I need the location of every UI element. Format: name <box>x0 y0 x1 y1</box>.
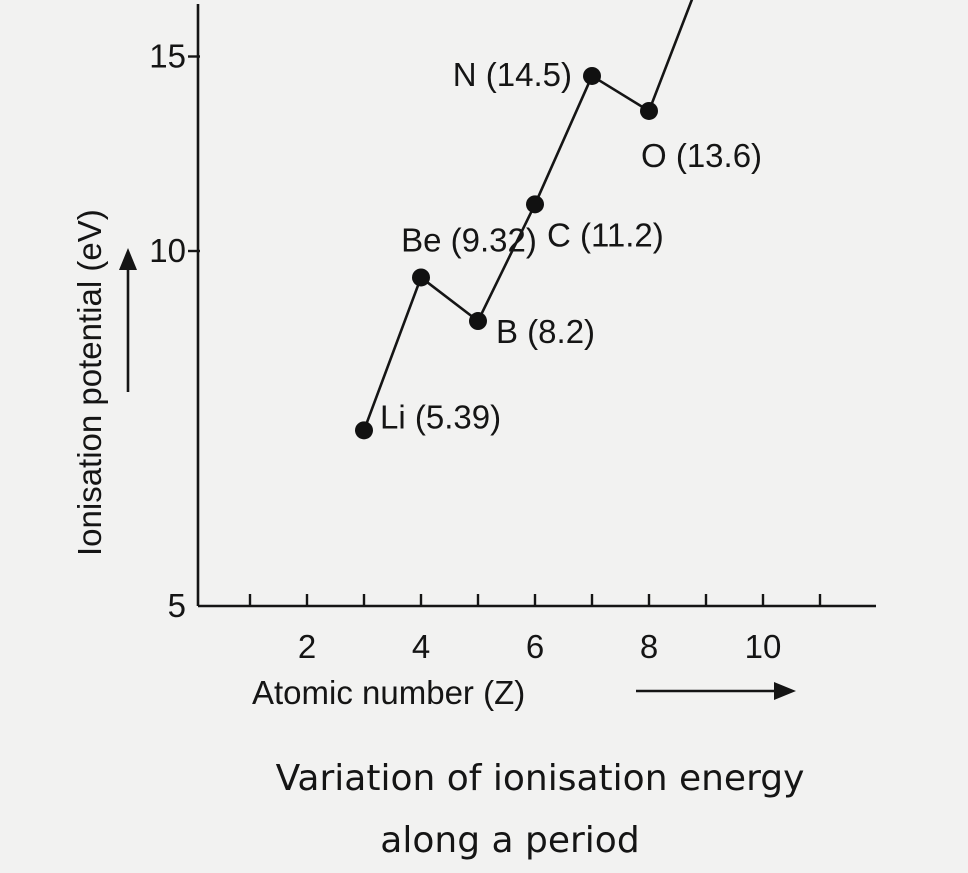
caption-line-1: Variation of ionisation energy <box>276 758 805 799</box>
data-point-b <box>469 312 487 331</box>
x-axis-arrow-head <box>774 682 796 700</box>
data-label-n: N (14.5) <box>453 56 572 93</box>
data-label-c: C (11.2) <box>547 216 664 253</box>
x-axis-arrow <box>636 682 796 700</box>
data-point-c <box>526 195 544 214</box>
data-point-be <box>412 268 430 287</box>
y-ticks: 5101520 <box>149 38 200 624</box>
data-label-be: Be (9.32) <box>401 221 537 258</box>
x-tick-label: 8 <box>640 628 658 665</box>
data-label-li: Li (5.39) <box>380 398 501 435</box>
y-axis-title: Ionisation potential (eV) <box>71 209 108 556</box>
x-tick-label: 4 <box>412 628 430 665</box>
series-line <box>362 0 694 431</box>
y-tick-label: 5 <box>168 587 186 624</box>
series <box>355 0 694 440</box>
caption-line-2: along a period <box>380 820 639 861</box>
x-axis-title: Atomic number (Z) <box>252 674 525 711</box>
x-tick-label: 2 <box>298 628 316 665</box>
x-tick-label: 10 <box>745 628 782 665</box>
y-axis-arrow-head <box>119 248 137 270</box>
x-ticks: 2 4 6 8 10 <box>248 594 822 665</box>
y-tick-label: 10 <box>149 232 186 269</box>
y-tick-label: 15 <box>149 38 186 75</box>
data-label-o: O (13.6) <box>641 137 762 174</box>
x-tick-label: 6 <box>526 628 544 665</box>
data-label-b: B (8.2) <box>496 313 595 350</box>
y-axis-arrow <box>119 248 137 392</box>
data-point-o <box>640 101 658 120</box>
data-point-li <box>355 421 373 440</box>
data-labels: Li (5.39) Be (9.32) B (8.2) C (11.2) N (14.5… <box>380 56 762 435</box>
data-point-n <box>583 66 601 85</box>
axes <box>196 4 876 608</box>
